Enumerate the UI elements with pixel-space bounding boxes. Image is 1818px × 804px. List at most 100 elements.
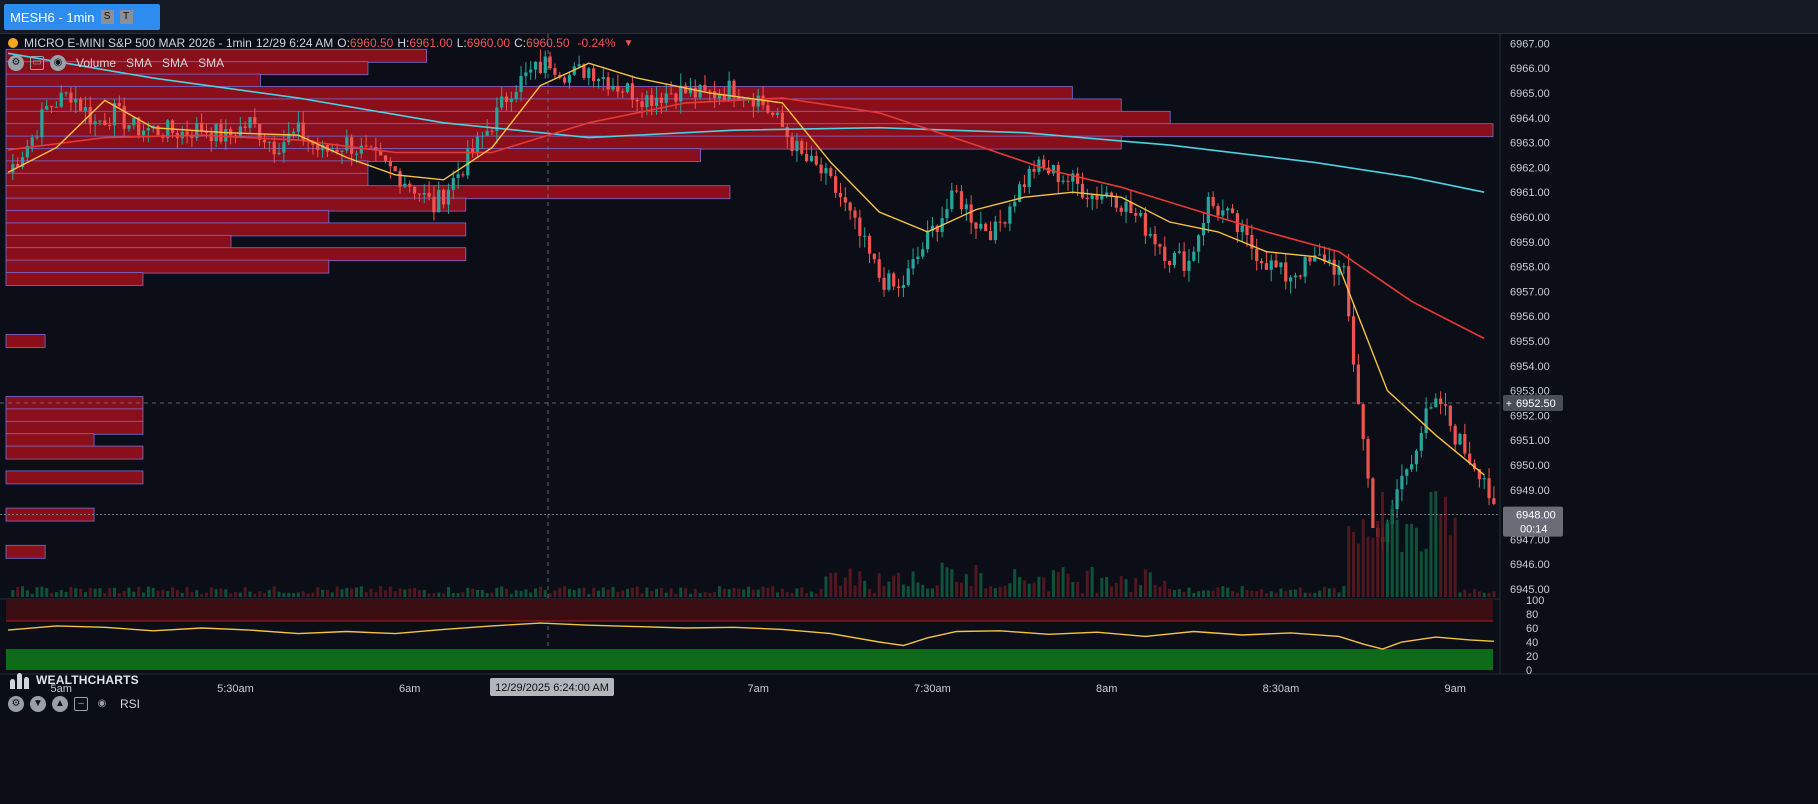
candle-body	[1410, 464, 1414, 470]
volume-bar	[737, 588, 741, 597]
candle-body	[674, 93, 678, 102]
close-value: 6960.50	[526, 36, 570, 50]
volume-bar	[238, 592, 242, 597]
volume-bar	[64, 591, 68, 597]
volume-bar	[335, 586, 339, 597]
candle-body	[1463, 434, 1467, 454]
volume-bar	[645, 587, 649, 597]
rsi-line	[7, 622, 1494, 650]
time-axis-tick: 8:30am	[1263, 683, 1300, 695]
volume-bar	[1400, 551, 1404, 597]
symbol-status-icon	[8, 38, 18, 48]
tab-badge-s[interactable]: S	[100, 10, 114, 24]
rsi-toolbar: ⚙ ▼ ▲ – ◉ RSI	[8, 696, 140, 712]
volume-bar	[195, 590, 199, 597]
candle-body	[1066, 180, 1070, 182]
volume-bar	[108, 587, 112, 597]
volume-bar	[263, 592, 267, 597]
panel-icon[interactable]: ▭	[30, 56, 44, 70]
eye-icon[interactable]: ◉	[50, 55, 66, 71]
candle-body	[1342, 266, 1346, 268]
candle-body	[253, 116, 257, 124]
candle-body	[606, 77, 610, 90]
tab-bar: MESH6 - 1min S T	[0, 0, 1818, 34]
candle-body	[1119, 207, 1123, 212]
candle-body	[69, 92, 73, 103]
candle-body	[911, 259, 915, 269]
rsi-label[interactable]: RSI	[120, 697, 141, 711]
indicator-sma-1[interactable]: SMA	[126, 56, 153, 70]
tab-mesh6[interactable]: MESH6 - 1min S T	[4, 4, 160, 30]
volume-bar	[916, 582, 920, 597]
candle-body	[756, 95, 760, 107]
indicator-sma-3[interactable]: SMA	[198, 56, 225, 70]
volume-bar	[853, 585, 857, 597]
candle-body	[1197, 235, 1201, 252]
candle-body	[722, 94, 726, 100]
volume-bar	[219, 588, 223, 597]
candle-body	[1414, 450, 1419, 465]
candle-body	[974, 222, 978, 229]
volume-bar	[1139, 585, 1143, 597]
candle-body	[1032, 168, 1036, 172]
candle-body	[93, 121, 97, 125]
candle-body	[548, 56, 552, 69]
volume-bar	[451, 592, 455, 597]
candle-body	[451, 177, 455, 190]
candle-body	[1448, 405, 1452, 426]
rsi-minimize-icon[interactable]: –	[74, 697, 88, 711]
volume-bar	[25, 590, 29, 597]
tab-badge-t[interactable]: T	[119, 10, 133, 24]
candle-body	[1168, 260, 1172, 265]
volume-bar	[321, 589, 325, 597]
candle-body	[466, 148, 470, 176]
volume-bar	[640, 593, 644, 597]
candle-body	[1289, 277, 1293, 282]
volume-bar	[717, 586, 721, 597]
candle-body	[1322, 254, 1327, 262]
volume-bar	[1390, 505, 1394, 597]
candle-body	[350, 137, 354, 154]
sma-fast-line	[7, 62, 1485, 476]
candle-body	[795, 141, 799, 152]
indicator-volume[interactable]: Volume	[76, 56, 117, 70]
candle-body	[988, 231, 993, 241]
rsi-move-up-icon[interactable]: ▲	[52, 696, 68, 712]
volume-bar	[1245, 590, 1249, 597]
candle-body	[780, 112, 784, 128]
volume-bar	[863, 580, 867, 597]
candle-body	[1400, 475, 1404, 490]
settings-icon[interactable]: ⚙	[8, 55, 24, 71]
volume-bar	[979, 573, 983, 597]
candle-body	[1293, 275, 1298, 278]
indicator-sma-2[interactable]: SMA	[162, 56, 189, 70]
candle-body	[340, 150, 344, 152]
candle-body	[1027, 168, 1031, 188]
candle-body	[403, 183, 407, 187]
volume-bar	[655, 588, 659, 597]
volume-bar	[233, 591, 237, 597]
candle-body	[296, 122, 300, 132]
volume-bar	[897, 572, 901, 597]
time-axis-tick: 7am	[747, 683, 768, 695]
candle-body	[45, 105, 49, 110]
candle-body	[563, 77, 567, 83]
candle-body	[1003, 222, 1007, 224]
volume-bar	[374, 592, 378, 597]
candle-body	[896, 286, 901, 289]
candle-body	[1230, 208, 1235, 214]
rsi-move-down-icon[interactable]: ▼	[30, 696, 46, 712]
volume-bar	[1085, 570, 1089, 597]
rsi-settings-icon[interactable]: ⚙	[8, 696, 24, 712]
candle-body	[369, 146, 373, 148]
volume-bar	[1110, 586, 1114, 597]
chart-canvas[interactable]: 6967.00 6966.00 6965.00 6964.00 6963.00 6962.…	[0, 34, 1818, 804]
volume-bar	[747, 586, 751, 597]
volume-bar	[688, 593, 692, 597]
rsi-eye-icon[interactable]: ◉	[97, 698, 107, 709]
candle-body	[1085, 197, 1089, 200]
candle-body	[1458, 434, 1462, 445]
candle-body	[1303, 257, 1307, 277]
volume-bar	[1264, 593, 1268, 597]
candle-body	[1255, 248, 1259, 261]
